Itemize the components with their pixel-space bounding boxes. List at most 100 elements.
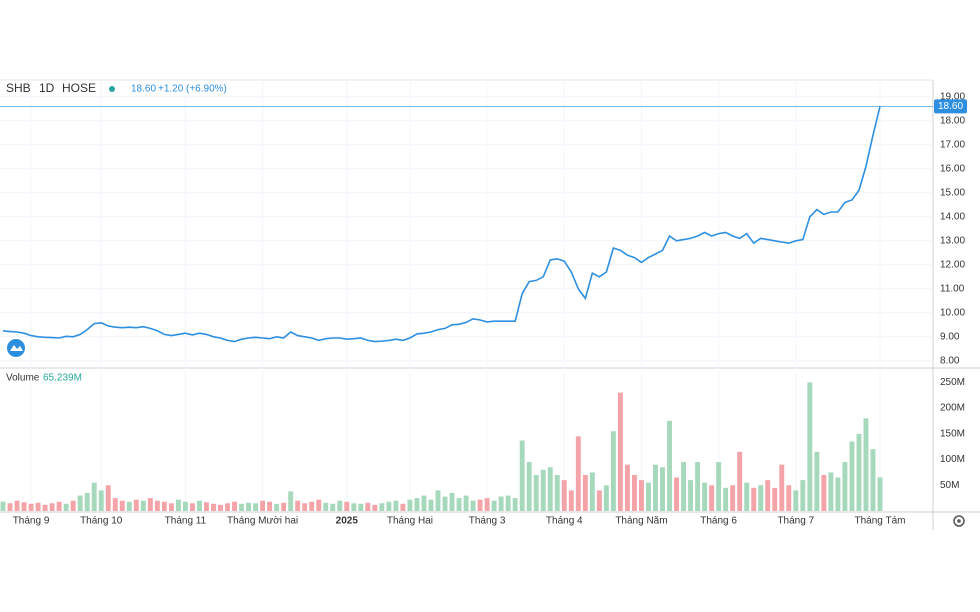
settings-icon-center[interactable] <box>957 519 961 523</box>
volume-bar <box>660 467 665 511</box>
volume-bar <box>414 498 420 511</box>
volume-bar <box>225 503 230 511</box>
volume-bar <box>723 487 729 511</box>
volume-bar <box>428 499 434 511</box>
volume-bar <box>56 501 62 511</box>
x-tick-label: 2025 <box>336 516 359 527</box>
volume-bar <box>772 487 778 511</box>
volume-bar <box>519 440 525 511</box>
volume-bar <box>765 480 771 511</box>
volume-bar <box>133 499 139 511</box>
y-tick-label: 50M <box>940 480 959 491</box>
volume-bar <box>49 503 55 511</box>
volume-bar <box>744 482 750 511</box>
x-tick-label: Tháng Tám <box>855 516 906 527</box>
logo[interactable] <box>7 339 25 357</box>
volume-bar <box>218 504 223 511</box>
volume-bar <box>119 500 125 511</box>
volume-bar <box>274 503 280 511</box>
volume-bar <box>835 477 841 511</box>
logo-mark[interactable] <box>10 345 23 351</box>
volume-bar <box>302 503 308 511</box>
volume-bar <box>344 501 350 511</box>
volume-bar <box>288 491 294 511</box>
x-tick-label: Tháng Mười hai <box>227 516 298 527</box>
volume-bar <box>631 474 637 511</box>
volume-bar <box>505 495 511 511</box>
volume-bar <box>323 502 329 511</box>
volume-bar <box>870 449 876 511</box>
volume-bar <box>21 502 27 511</box>
y-tick-label: 14.00 <box>940 211 965 222</box>
change-pct: (+6.90%) <box>186 84 227 95</box>
volume-bar <box>196 500 202 511</box>
y-tick-label: 17.00 <box>940 139 965 150</box>
volume-bar <box>309 501 315 511</box>
volume-bar <box>779 464 785 511</box>
volume-bar <box>849 441 855 511</box>
volume-bar <box>681 462 687 511</box>
volume-bar <box>154 500 160 511</box>
volume-bar <box>7 503 13 511</box>
volume-bar <box>407 499 413 511</box>
volume-bar <box>547 467 553 511</box>
y-tick-label: 10.00 <box>940 307 965 318</box>
volume-bar <box>737 451 743 511</box>
volume-bar <box>379 503 385 511</box>
volume-bar <box>526 462 532 511</box>
settings-icon[interactable] <box>953 515 965 527</box>
volume-bar <box>877 477 883 511</box>
volume-bar <box>554 474 560 511</box>
volume-bar <box>168 503 174 511</box>
volume-bar <box>295 500 301 511</box>
y-tick-label: 19.00 <box>940 91 965 102</box>
volume-bar <box>281 502 287 511</box>
volume-bar <box>477 499 483 511</box>
y-tick-label: 200M <box>940 403 965 414</box>
volume-bar <box>98 490 104 511</box>
volume-bar <box>512 498 518 511</box>
exchange: HOSE <box>62 81 96 95</box>
volume-bar <box>596 490 602 511</box>
volume-bar <box>807 382 813 511</box>
volume-bar <box>751 487 757 511</box>
x-tick-label: Tháng 7 <box>777 516 814 527</box>
volume-bar <box>386 501 392 511</box>
volume-bar <box>667 420 672 511</box>
volume-bar <box>267 501 273 511</box>
volume-bar <box>435 490 441 511</box>
volume-bar <box>204 502 209 511</box>
volume-bar <box>246 502 252 511</box>
volume-bar <box>161 501 167 511</box>
volume-bar <box>63 503 69 511</box>
volume-bar <box>582 474 588 511</box>
volume-bar <box>491 500 497 511</box>
volume-bar <box>828 472 834 511</box>
x-tick-label: Tháng Năm <box>615 516 667 527</box>
volume-bar <box>14 500 20 511</box>
volume-bar <box>863 418 869 511</box>
volume-bar <box>126 501 132 511</box>
volume-bar <box>260 500 266 511</box>
volume-bar <box>105 485 111 511</box>
volume-bar <box>232 501 237 511</box>
volume-bar <box>800 480 806 511</box>
volume-bar <box>0 501 6 511</box>
y-tick-label: 100M <box>940 454 965 465</box>
volume-bar <box>421 495 427 511</box>
volume-bar <box>758 485 764 511</box>
volume-bar <box>702 482 708 511</box>
volume-bar <box>470 500 476 511</box>
volume-bar <box>463 495 469 511</box>
volume-bar <box>372 504 378 511</box>
volume-bar <box>695 462 701 511</box>
volume-bar <box>610 431 616 511</box>
y-tick-label: 18.00 <box>940 115 965 126</box>
volume-bar <box>568 490 574 511</box>
volume-bar <box>211 503 216 511</box>
volume-bar <box>77 495 83 511</box>
volume-bar <box>646 482 651 511</box>
settings-button[interactable] <box>953 515 965 527</box>
volume-bar <box>617 392 623 511</box>
